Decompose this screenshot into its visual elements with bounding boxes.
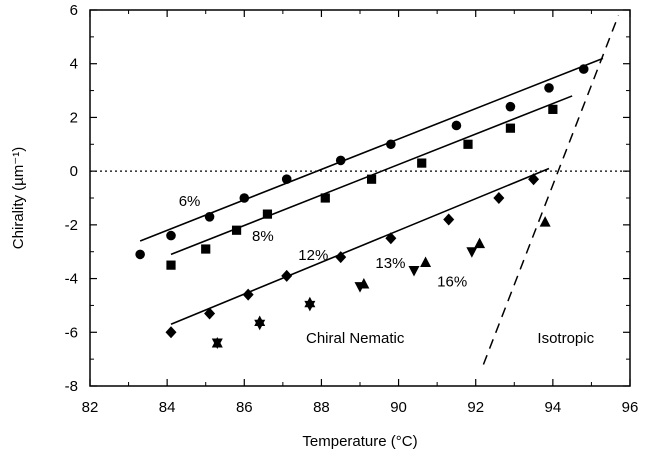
square-marker (505, 123, 516, 133)
y-tick-label: -8 (65, 378, 78, 395)
y-tick-label: 0 (70, 163, 78, 180)
data-markers (135, 64, 589, 350)
up-triangle-marker (358, 277, 370, 289)
diamond-marker (242, 288, 254, 301)
fit-lines (139, 57, 604, 325)
ticks (89, 9, 631, 387)
circle-marker (386, 139, 396, 150)
y-axis-label: Chirality (µm⁻¹) (10, 147, 27, 249)
down-triangle-marker (466, 247, 478, 258)
diamond-marker (281, 269, 293, 282)
y-tick-label: -2 (65, 217, 78, 234)
y-tick-label: 6 (70, 2, 78, 19)
diamond-marker (493, 192, 505, 204)
circle-marker (335, 155, 346, 166)
circle-marker (204, 212, 215, 222)
annotation-label: 12% (298, 247, 328, 264)
fit-line (139, 57, 604, 242)
y-tick-label: 4 (70, 56, 78, 73)
circle-marker (135, 249, 145, 260)
annotation-label: Isotropic (537, 330, 594, 347)
square-marker (201, 244, 211, 254)
annotation-label: 8% (252, 228, 274, 245)
circle-marker (578, 64, 589, 74)
circle-marker (451, 120, 462, 131)
annotations: 6% 8% 12% 13% 16% Chiral Nematic Isotropic (179, 193, 595, 347)
x-axis-label: Temperature (°C) (302, 433, 417, 450)
x-tick-label: 96 (622, 399, 639, 416)
annotation-label: 6% (179, 193, 201, 210)
up-triangle-marker (420, 256, 432, 267)
up-triangle-marker (474, 237, 486, 249)
up-triangle-marker (211, 337, 223, 348)
square-marker (366, 174, 377, 184)
up-triangle-marker (254, 315, 266, 327)
phase-boundary-line (482, 15, 620, 365)
diamond-marker (385, 232, 397, 245)
square-marker (463, 139, 473, 149)
annotation-label: 13% (375, 255, 405, 272)
tick-labels: 82 84 86 88 90 92 94 96 -8 -6 -4 -2 0 2 4 6 (65, 2, 639, 416)
diamond-marker (204, 307, 216, 320)
guides (90, 15, 630, 365)
diamond-marker (443, 213, 455, 226)
x-tick-label: 90 (390, 399, 407, 416)
square-marker (320, 193, 330, 203)
circle-marker (166, 230, 176, 241)
up-triangle-marker (539, 216, 551, 227)
square-marker (417, 158, 427, 168)
diamond-marker (165, 326, 177, 339)
diamond-marker (335, 251, 347, 264)
annotation-label: Chiral Nematic (306, 330, 405, 347)
x-tick-label: 94 (545, 399, 562, 416)
x-tick-label: 82 (82, 399, 99, 416)
fit-line (170, 167, 550, 325)
y-tick-label: 2 (70, 109, 78, 126)
circle-marker (505, 101, 516, 112)
square-marker (166, 260, 176, 270)
up-triangle-marker (304, 296, 316, 308)
square-marker (548, 104, 558, 114)
annotation-label: 16% (437, 274, 467, 291)
square-marker (231, 225, 242, 235)
x-tick-label: 84 (159, 399, 176, 416)
down-triangle-marker (408, 266, 420, 277)
square-marker (262, 209, 273, 219)
x-tick-label: 86 (236, 399, 253, 416)
circle-marker (281, 174, 292, 184)
x-tick-label: 88 (313, 399, 330, 416)
y-tick-label: -4 (65, 271, 78, 288)
y-tick-label: -6 (65, 324, 78, 341)
circle-marker (239, 193, 250, 203)
circle-marker (544, 83, 554, 93)
diamond-marker (528, 173, 540, 186)
x-tick-label: 92 (467, 399, 484, 416)
